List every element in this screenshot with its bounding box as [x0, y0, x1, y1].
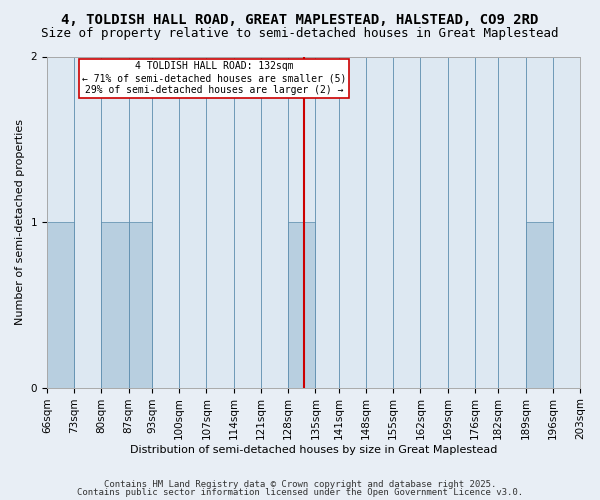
Y-axis label: Number of semi-detached properties: Number of semi-detached properties	[15, 119, 25, 325]
Text: Size of property relative to semi-detached houses in Great Maplestead: Size of property relative to semi-detach…	[41, 28, 559, 40]
Bar	[179, 56, 206, 388]
Bar	[288, 56, 316, 388]
Bar	[128, 222, 152, 388]
Bar	[393, 56, 421, 388]
Bar	[74, 56, 101, 388]
Bar	[421, 56, 448, 388]
Bar	[128, 56, 152, 388]
Bar	[47, 56, 74, 388]
Bar	[366, 56, 393, 388]
Bar	[448, 56, 475, 388]
Bar	[526, 222, 553, 388]
Bar	[288, 222, 316, 388]
Text: 4, TOLDISH HALL ROAD, GREAT MAPLESTEAD, HALSTEAD, CO9 2RD: 4, TOLDISH HALL ROAD, GREAT MAPLESTEAD, …	[61, 12, 539, 26]
Bar	[233, 56, 261, 388]
Bar	[101, 222, 128, 388]
Bar	[47, 222, 74, 388]
Text: 4 TOLDISH HALL ROAD: 132sqm
← 71% of semi-detached houses are smaller (5)
29% of: 4 TOLDISH HALL ROAD: 132sqm ← 71% of sem…	[82, 62, 346, 94]
Text: Contains public sector information licensed under the Open Government Licence v3: Contains public sector information licen…	[77, 488, 523, 497]
Bar	[206, 56, 233, 388]
Bar	[526, 56, 553, 388]
Bar	[553, 56, 580, 388]
Bar	[580, 56, 600, 388]
Bar	[261, 56, 288, 388]
Bar	[475, 56, 498, 388]
X-axis label: Distribution of semi-detached houses by size in Great Maplestead: Distribution of semi-detached houses by …	[130, 445, 497, 455]
Bar	[152, 56, 179, 388]
Bar	[339, 56, 366, 388]
Bar	[101, 56, 128, 388]
Bar	[316, 56, 339, 388]
Text: Contains HM Land Registry data © Crown copyright and database right 2025.: Contains HM Land Registry data © Crown c…	[104, 480, 496, 489]
Bar	[498, 56, 526, 388]
